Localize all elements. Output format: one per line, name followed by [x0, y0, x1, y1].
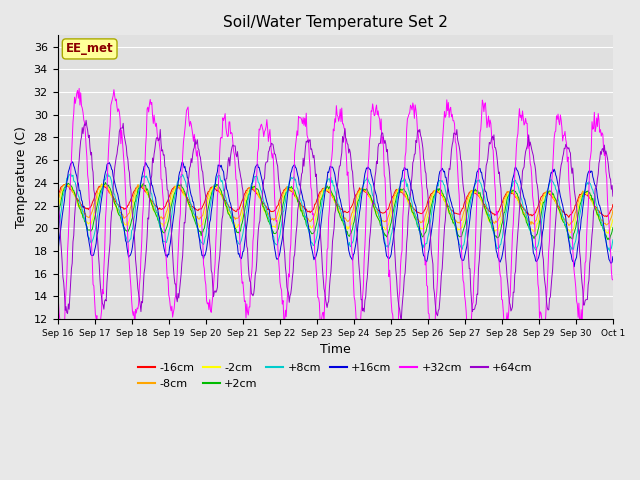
+8cm: [404, 181, 412, 187]
-16cm: [609, 202, 617, 207]
+32cm: [76, 85, 83, 91]
-8cm: [178, 187, 186, 193]
+2cm: [122, 228, 129, 233]
+8cm: [606, 249, 614, 254]
+2cm: [609, 225, 617, 230]
-2cm: [65, 183, 72, 189]
-2cm: [420, 227, 428, 232]
+32cm: [404, 114, 412, 120]
+16cm: [207, 209, 215, 215]
+2cm: [64, 181, 72, 187]
-16cm: [404, 196, 412, 202]
-8cm: [404, 197, 412, 203]
+64cm: [122, 140, 129, 145]
-8cm: [207, 186, 215, 192]
+16cm: [609, 254, 617, 260]
Line: +32cm: +32cm: [58, 88, 613, 338]
-2cm: [178, 186, 186, 192]
+2cm: [102, 180, 109, 185]
+64cm: [207, 267, 215, 273]
+2cm: [178, 184, 186, 190]
+32cm: [64, 248, 72, 254]
+8cm: [104, 170, 111, 176]
+32cm: [178, 171, 186, 177]
-2cm: [207, 188, 215, 194]
+2cm: [420, 232, 428, 238]
+16cm: [404, 166, 412, 172]
+8cm: [178, 173, 186, 179]
+8cm: [420, 242, 428, 248]
-8cm: [420, 219, 428, 225]
+32cm: [207, 310, 215, 315]
-16cm: [207, 185, 215, 191]
-8cm: [122, 214, 129, 220]
+16cm: [68, 159, 76, 165]
-16cm: [565, 215, 573, 220]
+64cm: [64, 311, 72, 316]
+2cm: [207, 192, 215, 198]
-8cm: [62, 180, 70, 186]
+2cm: [404, 192, 412, 198]
+32cm: [609, 277, 617, 283]
-8cm: [565, 223, 573, 228]
Title: Soil/Water Temperature Set 2: Soil/Water Temperature Set 2: [223, 15, 447, 30]
Line: +2cm: +2cm: [58, 182, 613, 240]
+32cm: [420, 239, 428, 244]
-2cm: [604, 231, 612, 237]
Legend: -16cm, -8cm, -2cm, +2cm, +8cm, +16cm, +32cm, +64cm: -16cm, -8cm, -2cm, +2cm, +8cm, +16cm, +3…: [134, 359, 537, 393]
+32cm: [54, 288, 61, 293]
Text: EE_met: EE_met: [66, 42, 113, 55]
-8cm: [54, 201, 61, 206]
-8cm: [609, 207, 617, 213]
+16cm: [178, 160, 186, 166]
-16cm: [178, 188, 186, 194]
-16cm: [61, 181, 68, 187]
+8cm: [609, 237, 617, 242]
+64cm: [420, 160, 428, 166]
+64cm: [83, 118, 90, 123]
-2cm: [54, 207, 61, 213]
X-axis label: Time: Time: [320, 343, 351, 356]
+8cm: [122, 233, 129, 239]
+16cm: [420, 253, 428, 259]
Line: -16cm: -16cm: [58, 184, 613, 217]
+2cm: [605, 237, 613, 242]
-2cm: [122, 222, 129, 228]
+8cm: [54, 232, 61, 238]
-16cm: [54, 194, 61, 200]
+16cm: [54, 244, 61, 250]
+64cm: [178, 260, 186, 266]
-2cm: [609, 216, 617, 222]
+8cm: [207, 197, 215, 203]
+16cm: [570, 264, 578, 270]
+16cm: [122, 238, 129, 244]
+64cm: [609, 193, 617, 199]
-2cm: [404, 196, 412, 202]
-16cm: [122, 206, 129, 212]
Line: +8cm: +8cm: [58, 173, 613, 252]
+64cm: [397, 318, 405, 324]
+32cm: [122, 189, 129, 195]
Line: +16cm: +16cm: [58, 162, 613, 267]
-8cm: [65, 182, 72, 188]
Y-axis label: Temperature (C): Temperature (C): [15, 126, 28, 228]
+8cm: [64, 177, 72, 183]
Line: -8cm: -8cm: [58, 183, 613, 226]
+32cm: [390, 335, 398, 341]
Line: +64cm: +64cm: [58, 120, 613, 321]
-16cm: [65, 183, 72, 189]
-16cm: [420, 209, 428, 215]
+16cm: [64, 175, 72, 180]
+2cm: [54, 216, 61, 221]
Line: -2cm: -2cm: [58, 183, 613, 234]
+64cm: [54, 191, 61, 196]
+64cm: [404, 213, 412, 219]
-2cm: [63, 180, 70, 186]
